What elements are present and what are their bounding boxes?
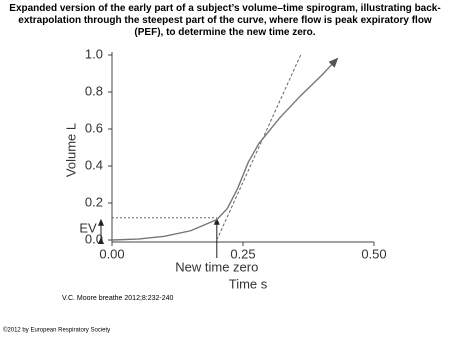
ev-label: EV bbox=[79, 220, 97, 235]
y-axis-label: Volume L bbox=[63, 123, 78, 177]
y-tick-label: 0.4 bbox=[85, 157, 103, 172]
y-tick-label: 1.0 bbox=[85, 46, 103, 61]
curve bbox=[111, 57, 339, 241]
new-time-zero-label: New time zero bbox=[175, 259, 258, 274]
source: V.C. Moore breathe 2012;8:232-240 bbox=[62, 295, 174, 302]
x-tick-label: 0.25 bbox=[230, 246, 255, 261]
x-tick-label: 0.50 bbox=[361, 246, 386, 261]
x-axis-label: Time s bbox=[229, 276, 268, 291]
tangent-line bbox=[216, 54, 302, 241]
copyright: ©2012 by European Respiratory Society bbox=[3, 327, 110, 334]
chart-title: Expanded version of the early part of a … bbox=[9, 3, 441, 38]
y-tick-label: 0.2 bbox=[85, 194, 103, 209]
y-tick-label: 0.6 bbox=[85, 120, 103, 135]
x-tick-label: 0.00 bbox=[99, 246, 124, 261]
y-tick-label: 0.8 bbox=[85, 83, 103, 98]
